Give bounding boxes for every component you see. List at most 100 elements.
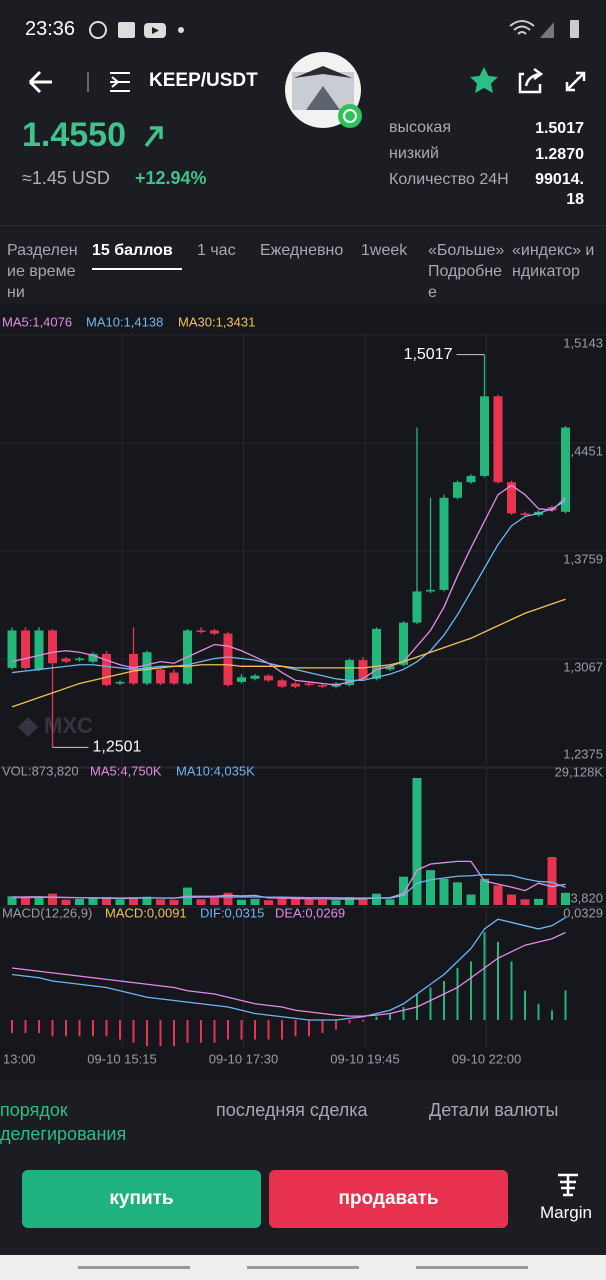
candle-body [115,681,125,684]
volume-bar [156,899,165,905]
volume-bar [399,876,408,905]
volume-bar [264,900,273,905]
macd-bar [429,987,432,1021]
candle-body [223,633,233,686]
volume-bar [466,894,476,905]
nav-button[interactable] [247,1266,359,1269]
interval-tab[interactable]: 1week [361,242,408,259]
candle-body [34,630,44,670]
margin-icon[interactable] [555,1172,581,1198]
stat-label: Количество 24H [389,171,509,188]
candle-body [156,669,165,684]
candle-body [61,658,71,662]
bottom-tab[interactable]: последняя сделка [216,1100,368,1120]
interval-tab[interactable]: «индекс» индикатор [512,242,595,280]
nav-button[interactable] [78,1266,190,1269]
legend-item: MA10:4,035K [176,763,255,778]
pair-menu-icon[interactable] [110,72,130,92]
volume-bar [169,899,179,905]
fullscreen-button[interactable] [565,71,586,92]
x-tick-label: 13:00 [3,1051,36,1066]
legend-item: DEA:0,0269 [275,905,345,920]
volume-bar [561,892,570,905]
avatar [285,52,362,128]
candle-body [291,683,300,687]
divider [0,225,606,226]
candle-body [480,396,489,476]
legend-item: MA5:4,750K [90,763,162,778]
ma-line [11,500,566,682]
macd-bar [375,1016,378,1021]
volume-bar [345,897,354,905]
x-tick-label: 09-10 15:15 [87,1051,156,1066]
favorite-button[interactable] [470,67,498,93]
x-tick-label: 09-10 19:45 [330,1051,399,1066]
legend-item: MA5:1,4076 [2,314,72,329]
x-tick-label: 09-10 22:00 [452,1051,521,1066]
macd-bar [173,1020,175,1047]
macd-bar [551,1010,553,1021]
nav-button[interactable] [416,1266,528,1269]
buy-button[interactable]: купить [22,1170,261,1228]
volume-bar [372,893,381,905]
candle-body [453,482,462,498]
back-button[interactable] [28,70,52,94]
candle-body [88,653,98,662]
macd-bar [213,1020,216,1043]
candle-body [385,666,395,670]
candle-body [426,589,435,592]
interval-tab[interactable]: 15 баллов [92,240,182,270]
margin-label[interactable]: Margin [540,1203,592,1222]
share-button[interactable] [518,67,544,94]
macd-bar [321,1020,324,1034]
volume-bar [304,899,314,905]
volume-bar [223,892,233,905]
high-label: 1,5017 [404,346,453,363]
candle-body [102,653,111,686]
indicator-title: MACD(12,26,9) [2,905,92,920]
macd-bar [537,1003,540,1021]
macd-bar [78,1020,81,1037]
stat-value: 1.2870 [535,146,584,163]
macd-line [11,916,566,1021]
volume-ma-line [12,873,566,899]
watermark: MXC [44,713,93,738]
status-icons [89,21,184,39]
bottom-tab[interactable]: Детали валюты [429,1100,559,1120]
macd-bar [119,1020,121,1040]
volume-bar [237,899,246,905]
legend-item: MA30:1,3431 [178,314,255,329]
macd-bar [51,1020,54,1037]
candle-body [7,630,17,668]
volume-bar [75,898,84,905]
price-up-arrow [144,126,163,148]
status-time: 23:36 [25,18,76,40]
sell-button[interactable]: продавать [269,1170,508,1228]
macd-bar [65,1020,67,1037]
legend-item: DIF:0,0315 [200,905,264,920]
interval-tab[interactable]: Ежедневно [260,242,344,259]
candle-body [318,685,327,687]
volume-bar [507,894,516,905]
volume-bar [196,899,206,905]
candle-body [412,591,422,623]
volume-bar [7,896,17,905]
macd-bar [267,1020,270,1040]
y-tick-label: 1,3067 [563,659,603,674]
interval-tab[interactable]: Разделение времени [7,242,78,301]
pair-title: KEEP/USDT [149,70,258,91]
volume-bar [48,893,57,905]
candle-body [304,683,314,686]
bottom-tab[interactable]: порядок делегирования [0,1100,127,1144]
legend-item: MACD:0,0091 [105,905,187,920]
interval-tab[interactable]: 1 час [197,242,236,259]
y-tick-label: 29,128K [555,764,604,779]
header-actions [470,67,586,94]
candle-body [358,660,368,679]
candle-body [277,680,287,687]
macd-bar [186,1020,189,1043]
y-tick-label: 1,2375 [563,746,603,761]
interval-tab[interactable]: «Больше» Подробнее [428,242,505,301]
volume-bar [102,897,111,905]
macd-bar [443,980,445,1021]
